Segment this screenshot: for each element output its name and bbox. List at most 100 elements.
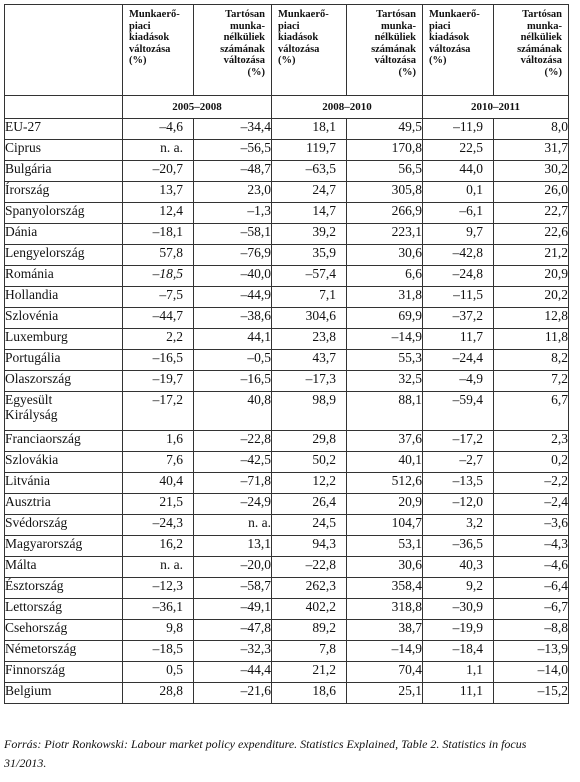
country-name: Ausztria: [4, 493, 123, 515]
value-cell: 25,1: [346, 682, 423, 704]
table-row: Svédország –24,3 n. a. 24,5 104,7 3,2 –3,6: [4, 514, 569, 536]
value-cell: 40,1: [346, 451, 423, 473]
value-cell: –21,6: [193, 682, 272, 704]
country-name: Románia: [4, 265, 123, 287]
table-row: Dánia –18,1 –58,1 39,2 223,1 9,7 22,6: [4, 223, 569, 245]
value-cell: 266,9: [346, 202, 423, 224]
value-cell: 40,3: [422, 556, 494, 578]
value-cell: –12,3: [122, 577, 194, 599]
table-row: Csehország 9,8 –47,8 89,2 38,7 –19,9 –8,8: [4, 619, 569, 641]
value-cell: 39,2: [271, 223, 347, 245]
table-body: EU-27 –4,6 –34,4 18,1 49,5 –11,9 8,0 Ciprus n. a…: [4, 118, 569, 704]
value-cell: –18,5: [122, 265, 194, 287]
value-cell: 318,8: [346, 598, 423, 620]
value-cell: 20,9: [346, 493, 423, 515]
value-cell: –18,5: [122, 640, 194, 662]
country-name: Litvánia: [4, 472, 123, 494]
value-cell: 44,0: [422, 160, 494, 182]
value-cell: 31,8: [346, 286, 423, 308]
value-cell: 7,2: [493, 370, 569, 392]
period-header-row: 2005–2008 2008–2010 2010–2011: [4, 95, 569, 119]
value-cell: –22,8: [193, 430, 272, 452]
value-cell: –37,2: [422, 307, 494, 329]
country-name: Belgium: [4, 682, 123, 704]
value-cell: 262,3: [271, 577, 347, 599]
value-cell: –8,8: [493, 619, 569, 641]
country-name: Málta: [4, 556, 123, 578]
table-row: Románia –18,5 –40,0 –57,4 6,6 –24,8 20,9: [4, 265, 569, 287]
period-corner: [4, 95, 123, 119]
value-cell: 8,2: [493, 349, 569, 371]
value-cell: 56,5: [346, 160, 423, 182]
value-cell: 31,7: [493, 139, 569, 161]
value-cell: –7,5: [122, 286, 194, 308]
table-row: Lettország –36,1 –49,1 402,2 318,8 –30,9 –6,7: [4, 598, 569, 620]
value-cell: 30,6: [346, 556, 423, 578]
value-cell: 21,2: [271, 661, 347, 683]
value-cell: 98,9: [271, 391, 347, 431]
country-name: EU-27: [4, 118, 123, 140]
value-cell: 49,5: [346, 118, 423, 140]
value-cell: 3,2: [422, 514, 494, 536]
value-cell: 23,0: [193, 181, 272, 203]
country-name: Szlovákia: [4, 451, 123, 473]
value-cell: –36,1: [122, 598, 194, 620]
value-cell: 104,7: [346, 514, 423, 536]
value-cell: 16,2: [122, 535, 194, 557]
value-cell: –4,6: [493, 556, 569, 578]
table-row: Lengyelország 57,8 –76,9 35,9 30,6 –42,8 21,2: [4, 244, 569, 266]
value-cell: –59,4: [422, 391, 494, 431]
country-name: Egyesült Királyság: [4, 391, 123, 431]
value-cell: –6,7: [493, 598, 569, 620]
table-row: Hollandia –7,5 –44,9 7,1 31,8 –11,5 20,2: [4, 286, 569, 308]
source-note: Forrás: Piotr Ronkowski: Labour market p…: [4, 737, 527, 770]
table-row: Finnország 0,5 –44,4 21,2 70,4 1,1 –14,0: [4, 661, 569, 683]
value-cell: –14,9: [346, 328, 423, 350]
value-cell: 21,5: [122, 493, 194, 515]
value-cell: 7,6: [122, 451, 194, 473]
value-cell: 18,6: [271, 682, 347, 704]
country-name: Németország: [4, 640, 123, 662]
value-cell: –13,9: [493, 640, 569, 662]
value-cell: 29,8: [271, 430, 347, 452]
header-expenditure-2008-2010: Munkaerő- piaci kiadások változása (%): [271, 4, 347, 96]
country-name: Franciaország: [4, 430, 123, 452]
value-cell: 89,2: [271, 619, 347, 641]
country-name: Írország: [4, 181, 123, 203]
table-row: Észtország –12,3 –58,7 262,3 358,4 9,2 –6,4: [4, 577, 569, 599]
country-name: Finnország: [4, 661, 123, 683]
value-cell: 20,9: [493, 265, 569, 287]
value-cell: –4,6: [122, 118, 194, 140]
value-cell: –2,7: [422, 451, 494, 473]
value-cell: 9,8: [122, 619, 194, 641]
value-cell: –14,9: [346, 640, 423, 662]
value-cell: –4,3: [493, 535, 569, 557]
value-cell: 12,2: [271, 472, 347, 494]
value-cell: –40,0: [193, 265, 272, 287]
value-cell: 22,6: [493, 223, 569, 245]
value-cell: –6,4: [493, 577, 569, 599]
value-cell: –42,8: [422, 244, 494, 266]
table-row: Bulgária –20,7 –48,7 –63,5 56,5 44,0 30,2: [4, 160, 569, 182]
period-2010-2011: 2010–2011: [422, 95, 569, 119]
value-cell: 43,7: [271, 349, 347, 371]
table-row: Szlovákia 7,6 –42,5 50,2 40,1 –2,7 0,2: [4, 451, 569, 473]
value-cell: 9,2: [422, 577, 494, 599]
value-cell: –17,2: [122, 391, 194, 431]
value-cell: –58,7: [193, 577, 272, 599]
period-2005-2008: 2005–2008: [122, 95, 272, 119]
value-cell: –57,4: [271, 265, 347, 287]
value-cell: 13,7: [122, 181, 194, 203]
value-cell: 223,1: [346, 223, 423, 245]
value-cell: 358,4: [346, 577, 423, 599]
value-cell: –20,7: [122, 160, 194, 182]
value-cell: –49,1: [193, 598, 272, 620]
value-cell: 32,5: [346, 370, 423, 392]
value-cell: –32,3: [193, 640, 272, 662]
value-cell: –17,3: [271, 370, 347, 392]
value-cell: –6,1: [422, 202, 494, 224]
country-name: Szlovénia: [4, 307, 123, 329]
value-cell: –24,9: [193, 493, 272, 515]
value-cell: 88,1: [346, 391, 423, 431]
